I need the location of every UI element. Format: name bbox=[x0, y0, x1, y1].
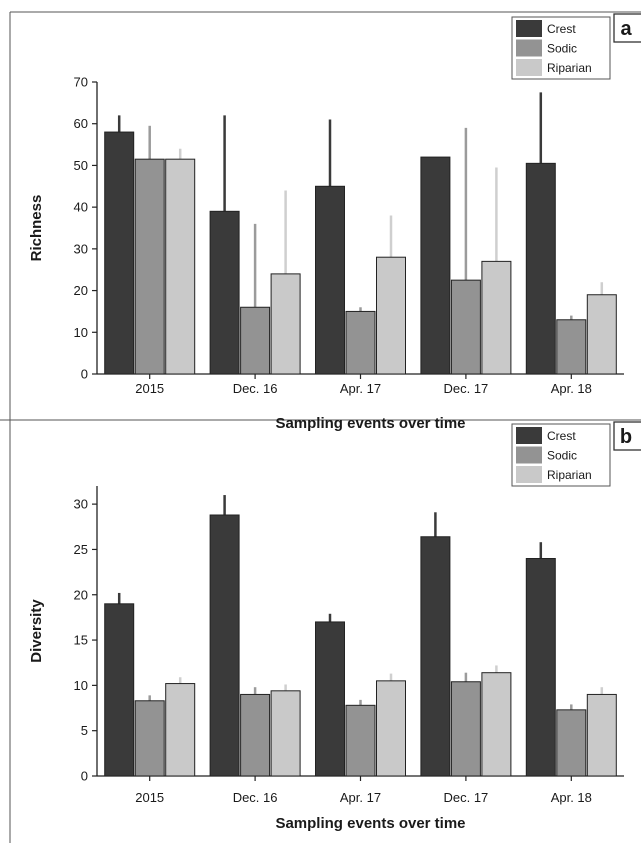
bar-crest bbox=[315, 621, 345, 777]
y-tick-label: 20 bbox=[74, 587, 88, 602]
x-axis-title: Sampling events over time bbox=[275, 415, 465, 432]
bar-sodic bbox=[345, 310, 376, 375]
panel-a-chart: 0 10 20 30 40 50 60 70 2015 Dec. 16 Apr. 17 Dec. 17… bbox=[28, 13, 641, 432]
y-tick-label: 20 bbox=[74, 283, 88, 298]
legend-swatch-crest bbox=[516, 427, 542, 444]
legend-swatch-sodic bbox=[516, 39, 542, 57]
panel-a-frame bbox=[9, 11, 641, 420]
panel-label-box bbox=[613, 13, 641, 43]
y-tick-label: 10 bbox=[74, 325, 88, 340]
x-tick-label: Dec. 17 bbox=[443, 790, 488, 805]
x-axis-title: Sampling events over time bbox=[275, 815, 465, 832]
bar-sodic bbox=[450, 681, 481, 777]
y-tick-label: 25 bbox=[74, 542, 88, 557]
bar-riparian bbox=[481, 672, 512, 777]
y-tick-label: 5 bbox=[81, 723, 88, 738]
y-tick-label: 0 bbox=[81, 769, 88, 784]
bar-sodic bbox=[450, 279, 481, 375]
panel-label-box bbox=[613, 421, 641, 451]
legend-swatch-riparian bbox=[516, 59, 542, 76]
legend: Crest Sodic Riparian bbox=[511, 423, 611, 487]
bar-riparian bbox=[481, 260, 512, 375]
bar-crest bbox=[104, 603, 135, 777]
bar-sodic bbox=[134, 158, 165, 375]
y-axis-title: Richness bbox=[28, 195, 45, 262]
y-tick-label: 50 bbox=[74, 158, 88, 173]
legend-label-crest: Crest bbox=[547, 22, 576, 36]
bar-riparian bbox=[165, 683, 196, 777]
bar-riparian bbox=[376, 256, 406, 375]
bar-riparian bbox=[270, 690, 301, 777]
bar-crest bbox=[420, 156, 451, 375]
x-tick-label: Dec. 16 bbox=[233, 381, 278, 396]
bar-sodic bbox=[556, 709, 587, 777]
panel-label: b bbox=[620, 426, 632, 448]
x-tick-label: Apr. 17 bbox=[340, 790, 381, 805]
panel-b-frame bbox=[0, 419, 641, 843]
y-tick-label: 30 bbox=[74, 497, 88, 512]
x-tick-label: Apr. 18 bbox=[551, 790, 592, 805]
bar-crest bbox=[209, 210, 240, 375]
legend: Crest Sodic Riparian bbox=[511, 16, 611, 80]
bar-sodic bbox=[240, 693, 271, 777]
y-tick-label: 60 bbox=[74, 116, 88, 131]
bar-riparian bbox=[586, 294, 617, 375]
y-axis-title: Diversity bbox=[28, 599, 45, 663]
legend-swatch-crest bbox=[516, 20, 542, 37]
bar-riparian bbox=[270, 273, 301, 375]
legend-label-riparian: Riparian bbox=[547, 61, 592, 75]
y-tick-label: 0 bbox=[81, 367, 88, 382]
bar-crest bbox=[525, 162, 556, 375]
bar-crest bbox=[315, 185, 345, 375]
x-tick-label: 2015 bbox=[135, 790, 164, 805]
y-tick-label: 30 bbox=[74, 241, 88, 256]
legend-label-riparian: Riparian bbox=[547, 468, 592, 482]
bar-riparian bbox=[165, 158, 196, 375]
bar-sodic bbox=[556, 319, 587, 375]
y-tick-label: 15 bbox=[74, 633, 88, 648]
y-tick-label: 10 bbox=[74, 678, 88, 693]
bar-sodic bbox=[240, 306, 271, 375]
x-tick-label: Dec. 16 bbox=[233, 790, 278, 805]
x-tick-label: Apr. 18 bbox=[551, 381, 592, 396]
legend-label-crest: Crest bbox=[547, 429, 576, 443]
legend-label-sodic: Sodic bbox=[547, 42, 577, 56]
y-tick-label: 70 bbox=[74, 75, 88, 90]
x-tick-label: Dec. 17 bbox=[443, 381, 488, 396]
panel-label: a bbox=[620, 18, 632, 40]
bar-riparian bbox=[376, 680, 406, 777]
bar-riparian bbox=[586, 693, 617, 777]
legend-swatch-sodic bbox=[516, 446, 542, 464]
bar-crest bbox=[420, 536, 451, 777]
bar-crest bbox=[104, 131, 135, 375]
x-tick-label: 2015 bbox=[135, 381, 164, 396]
bar-sodic bbox=[345, 704, 376, 777]
legend-swatch-riparian bbox=[516, 466, 542, 483]
y-tick-label: 40 bbox=[74, 200, 88, 215]
bar-crest bbox=[209, 514, 240, 777]
panel-b-chart: 0 5 10 15 20 25 30 2015 Dec. 16 Apr. 17 Dec. 17 Apr… bbox=[28, 421, 641, 832]
legend-label-sodic: Sodic bbox=[547, 449, 577, 463]
bar-sodic bbox=[134, 700, 165, 777]
bar-crest bbox=[525, 558, 556, 777]
x-tick-label: Apr. 17 bbox=[340, 381, 381, 396]
